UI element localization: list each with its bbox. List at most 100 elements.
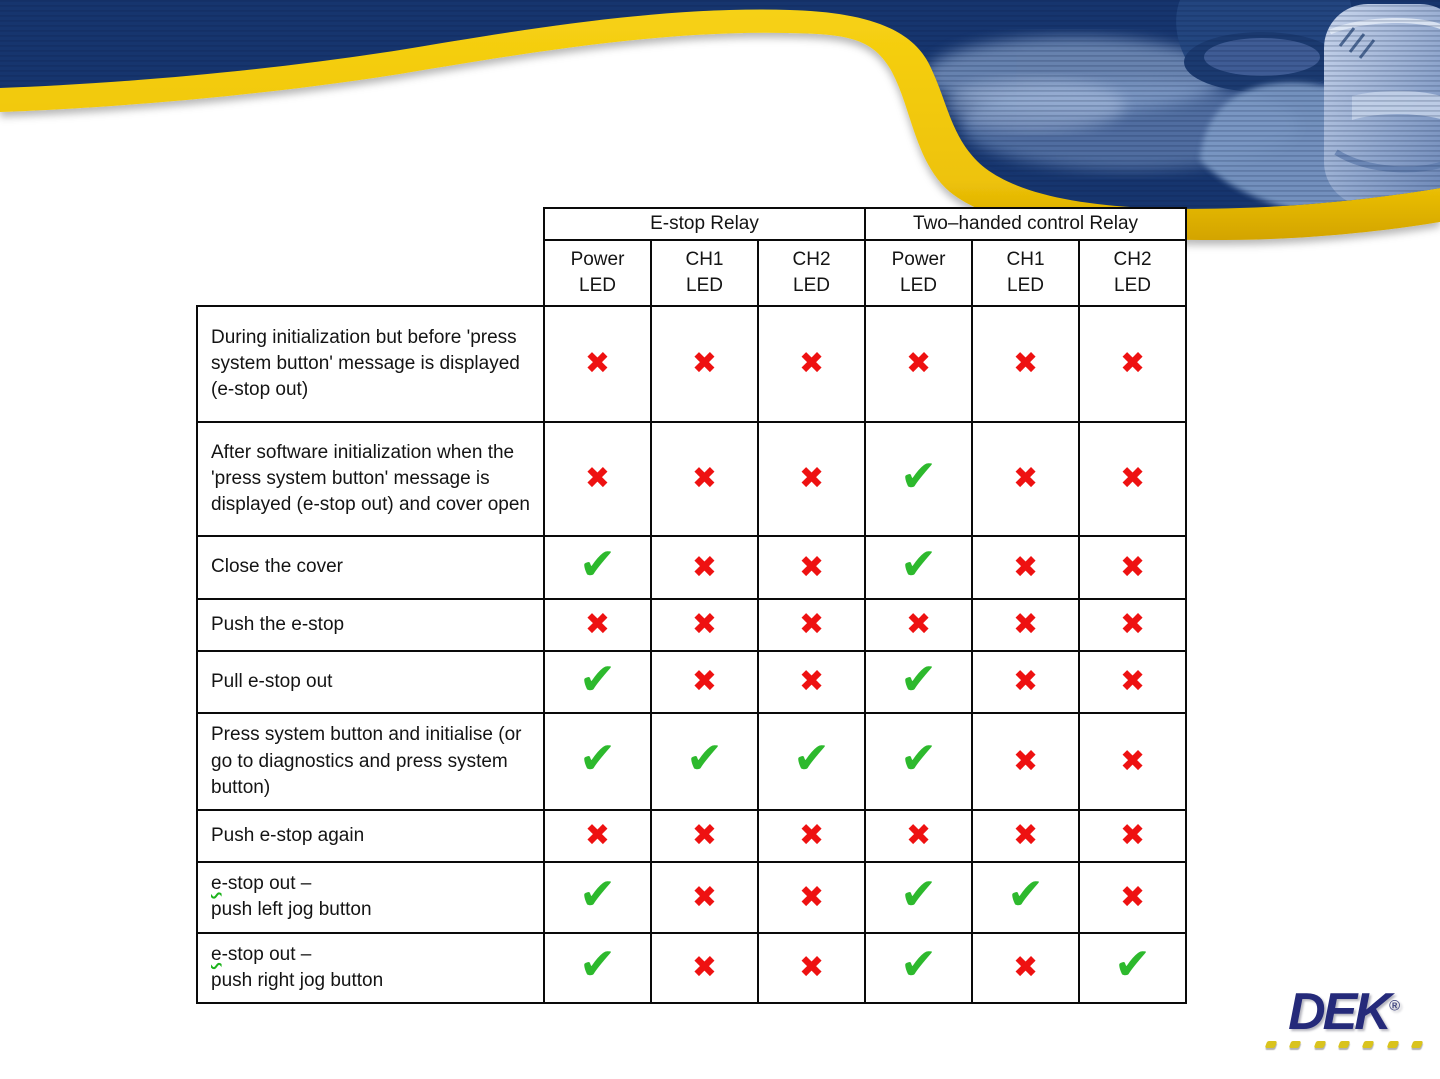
cross-icon: ✖ — [798, 664, 825, 700]
row-label: Pull e-stop out — [196, 649, 545, 715]
cross-icon: ✖ — [691, 818, 718, 854]
row-label: e-stop out – push left jog button — [196, 861, 545, 934]
check-icon: ✔ — [579, 539, 616, 590]
led-state-cell: ✔ — [971, 861, 1081, 934]
col-header-twohand-ch1-led: CH1 LED — [971, 239, 1081, 307]
cross-icon: ✖ — [691, 950, 718, 986]
led-state-cell: ✔ — [543, 535, 652, 600]
row-label: e-stop out – push right jog button — [196, 931, 545, 1004]
cross-icon: ✖ — [905, 818, 932, 854]
led-state-cell: ✔ — [543, 712, 652, 812]
logo-dot — [1386, 1041, 1399, 1048]
led-state-cell: ✖ — [543, 809, 652, 864]
cross-icon: ✖ — [905, 607, 932, 643]
table-row: After software initialization when the '… — [196, 421, 1188, 537]
top-banner — [0, 0, 1440, 241]
led-state-cell: ✖ — [650, 649, 759, 715]
led-state-cell: ✔ — [864, 421, 974, 537]
column-header-row: Power LED CH1 LED CH2 LED Power LED CH1 … — [197, 239, 1188, 307]
cross-icon: ✖ — [1012, 549, 1039, 585]
table-body: During initialization but before 'press … — [196, 305, 1188, 1004]
led-state-cell: ✖ — [756, 861, 867, 934]
cross-icon: ✖ — [1119, 461, 1146, 497]
group-header-row: E-stop Relay Two–handed control Relay — [197, 207, 1188, 241]
check-icon: ✔ — [686, 733, 723, 785]
check-icon: ✔ — [900, 733, 937, 785]
led-state-cell: ✖ — [971, 305, 1081, 423]
led-state-cell: ✖ — [864, 809, 974, 864]
led-state-cell: ✖ — [543, 305, 652, 423]
col-header-estop-ch2-led: CH2 LED — [756, 239, 867, 307]
led-state-cell: ✔ — [864, 931, 974, 1004]
led-state-cell: ✖ — [1078, 421, 1188, 537]
check-icon: ✔ — [579, 939, 616, 991]
cross-icon: ✖ — [798, 549, 825, 585]
cross-icon: ✖ — [1119, 879, 1146, 915]
cross-icon: ✖ — [798, 950, 825, 986]
table-row: Pull e-stop out ✔ ✖ ✖ ✔ ✖ ✖ — [196, 649, 1188, 715]
led-state-cell: ✖ — [971, 535, 1081, 600]
logo-dot — [1337, 1041, 1351, 1048]
row-label: Press system button and initialise (or g… — [196, 712, 545, 812]
check-icon: ✔ — [900, 653, 937, 705]
table-row: During initialization but before 'press … — [196, 305, 1188, 423]
table-row: Push the e-stop ✖ ✖ ✖ ✖ ✖ ✖ — [196, 597, 1188, 652]
led-state-cell: ✖ — [650, 809, 759, 864]
led-state-cell: ✖ — [756, 597, 867, 652]
led-state-cell: ✖ — [650, 535, 759, 600]
led-state-cell: ✖ — [864, 597, 974, 652]
check-icon: ✔ — [900, 539, 937, 590]
cross-icon: ✖ — [691, 879, 718, 915]
cross-icon: ✖ — [1012, 744, 1039, 780]
col-header-twohand-power-led: Power LED — [864, 239, 974, 307]
row-label: Push e-stop again — [196, 809, 545, 864]
cross-icon: ✖ — [691, 607, 718, 643]
led-state-cell: ✖ — [756, 649, 867, 715]
check-icon: ✔ — [579, 868, 616, 920]
check-icon: ✔ — [793, 733, 830, 785]
cross-icon: ✖ — [691, 549, 718, 585]
led-state-cell: ✖ — [1078, 535, 1188, 600]
cross-icon: ✖ — [1012, 950, 1039, 986]
logo-dot — [1264, 1041, 1278, 1048]
group-header-estop-relay: E-stop Relay — [542, 207, 867, 241]
table-row: e-stop out – push right jog button ✔ ✖ ✖ ✔ ✖ ✔ — [196, 931, 1188, 1004]
cross-icon: ✖ — [1012, 818, 1039, 854]
cross-icon: ✖ — [1012, 607, 1039, 643]
cross-icon: ✖ — [691, 346, 718, 382]
led-state-cell: ✖ — [650, 597, 759, 652]
check-icon: ✔ — [900, 939, 937, 991]
logo-dot — [1362, 1041, 1375, 1048]
row-label: After software initialization when the '… — [196, 421, 545, 537]
row-label: During initialization but before 'press … — [196, 305, 545, 423]
led-state-cell: ✖ — [543, 597, 652, 652]
col-header-twohand-ch2-led: CH2 LED — [1078, 239, 1188, 307]
led-state-cell: ✔ — [864, 861, 974, 934]
led-state-cell: ✔ — [543, 861, 652, 934]
cross-icon: ✖ — [1012, 664, 1039, 700]
led-state-cell: ✔ — [543, 931, 652, 1004]
cross-icon: ✖ — [1119, 607, 1146, 643]
cross-icon: ✖ — [1119, 549, 1146, 585]
led-state-cell: ✖ — [971, 597, 1081, 652]
spellcheck-underline: e — [211, 943, 222, 965]
led-state-cell: ✔ — [650, 712, 759, 812]
led-state-cell: ✖ — [650, 861, 759, 934]
cross-icon: ✖ — [1119, 744, 1146, 780]
led-state-table: E-stop Relay Two–handed control Relay Po… — [196, 207, 1188, 1004]
cross-icon: ✖ — [798, 818, 825, 854]
check-icon: ✔ — [579, 733, 616, 785]
led-state-cell: ✖ — [650, 421, 759, 537]
led-state-cell: ✖ — [756, 809, 867, 864]
dek-logo-wordmark: DEK® — [1288, 983, 1400, 1041]
led-state-cell: ✖ — [1078, 305, 1188, 423]
led-state-cell: ✖ — [1078, 649, 1188, 715]
led-state-cell: ✖ — [971, 712, 1081, 812]
led-state-cell: ✖ — [971, 649, 1081, 715]
table-row: Close the cover ✔ ✖ ✖ ✔ ✖ ✖ — [196, 535, 1188, 600]
cross-icon: ✖ — [1012, 461, 1039, 497]
check-icon: ✔ — [1007, 868, 1044, 920]
corner-blank — [197, 208, 544, 306]
dek-logo: DEK® — [1258, 986, 1430, 1048]
led-state-cell: ✖ — [1078, 861, 1188, 934]
